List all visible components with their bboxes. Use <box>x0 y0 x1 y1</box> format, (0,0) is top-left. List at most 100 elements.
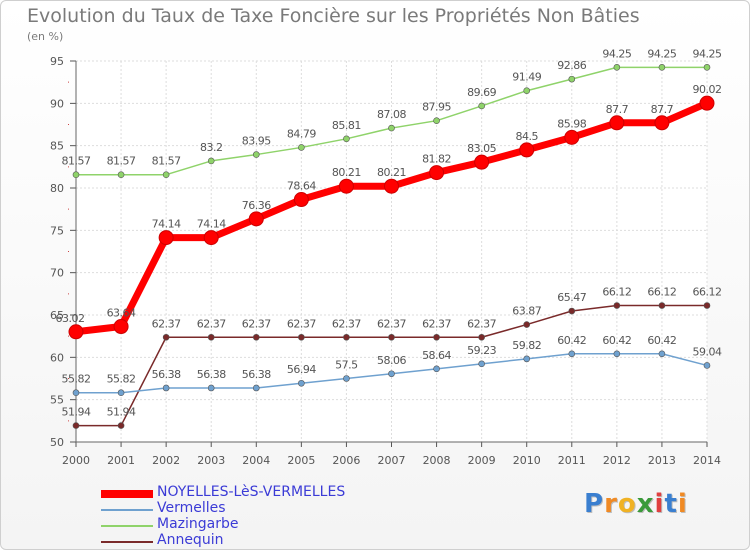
y-axis-unit: (en %) <box>27 30 64 43</box>
x-tick-label: 2006 <box>332 454 360 467</box>
data-point <box>162 333 170 341</box>
x-tick-label: 2005 <box>287 454 315 467</box>
data-label: 87.7 <box>651 103 674 116</box>
data-label: 55.82 <box>107 373 136 386</box>
data-label: 94.25 <box>602 47 631 60</box>
y-tick-label: 55 <box>50 394 64 407</box>
data-label: 83.2 <box>200 141 223 154</box>
data-label: 74.14 <box>152 218 181 231</box>
data-point <box>703 64 711 71</box>
data-point <box>699 95 715 111</box>
data-label: 85.98 <box>557 117 586 130</box>
logo-letter: P <box>584 489 605 519</box>
data-label: 85.81 <box>332 119 361 132</box>
data-label: 59.82 <box>512 339 541 352</box>
x-tick-label: 2007 <box>378 454 406 467</box>
x-tick-label: 2001 <box>107 454 135 467</box>
data-label: 56.94 <box>287 363 316 376</box>
data-point <box>117 422 125 429</box>
data-point <box>703 302 711 309</box>
x-tick-label: 2009 <box>468 454 496 467</box>
data-label: 87.7 <box>606 103 629 116</box>
data-point <box>703 362 711 369</box>
x-tick-label: 2004 <box>242 454 270 467</box>
x-tick-label: 2014 <box>693 454 721 467</box>
data-point <box>203 230 219 246</box>
data-label: 92.86 <box>557 59 586 72</box>
logo-letter: i <box>677 489 688 519</box>
data-label: 90.02 <box>693 83 722 96</box>
data-point <box>293 192 309 208</box>
x-tick-label: 2010 <box>513 454 541 467</box>
data-point <box>433 365 440 373</box>
data-point <box>298 379 305 387</box>
data-label: 62.37 <box>467 317 496 330</box>
data-point <box>613 302 621 309</box>
x-tick-label: 2013 <box>648 454 676 467</box>
data-point <box>252 333 260 341</box>
y-tick-label: 60 <box>50 351 64 364</box>
y-tick-label: 65 <box>50 309 64 322</box>
data-label: 84.79 <box>287 127 316 140</box>
data-label: 94.25 <box>693 47 722 60</box>
data-label: 89.69 <box>467 86 496 99</box>
logo-letter: x <box>636 489 655 519</box>
data-point <box>343 375 350 382</box>
y-tick-label: 70 <box>50 267 64 280</box>
data-label: 51.94 <box>107 406 136 419</box>
data-label: 62.37 <box>152 317 181 330</box>
data-point <box>654 115 670 131</box>
data-label: 56.38 <box>152 368 181 381</box>
y-tick-label: 90 <box>50 97 64 110</box>
data-point <box>474 154 490 170</box>
data-point <box>384 178 399 194</box>
data-point <box>433 333 440 341</box>
data-point <box>433 117 440 124</box>
legend-swatch <box>101 490 153 498</box>
data-point <box>388 333 395 341</box>
x-tick-label: 2011 <box>558 454 586 467</box>
data-label: 74.14 <box>197 218 226 231</box>
logo-letter: o <box>617 489 637 519</box>
data-label: 66.12 <box>602 286 631 299</box>
data-point <box>523 87 531 95</box>
data-label: 60.42 <box>647 334 676 347</box>
data-point <box>298 144 305 151</box>
data-point <box>568 75 576 83</box>
data-label: 83.95 <box>242 135 271 148</box>
data-point <box>568 307 576 315</box>
data-point <box>117 389 125 397</box>
legend-swatch <box>101 525 153 527</box>
data-label: 60.42 <box>602 334 631 347</box>
data-point <box>478 360 485 368</box>
legend-label: NOYELLES-LèS-VERMELLES <box>157 484 346 500</box>
data-point <box>523 321 531 328</box>
data-point <box>298 333 305 341</box>
data-point <box>568 350 576 358</box>
data-label: 81.57 <box>62 155 91 168</box>
data-label: 80.21 <box>332 166 361 179</box>
data-label: 59.04 <box>693 345 722 358</box>
data-label: 59.23 <box>467 344 496 357</box>
x-tick-label: 2012 <box>603 454 631 467</box>
data-point <box>162 384 170 392</box>
data-point <box>207 333 215 341</box>
data-point <box>478 102 485 110</box>
y-tick-label: 80 <box>50 182 64 195</box>
legend-swatch <box>101 509 153 511</box>
data-point <box>252 384 260 392</box>
data-point <box>113 319 129 335</box>
chart-title: Evolution du Taux de Taxe Foncière sur l… <box>27 5 640 27</box>
data-label: 63.64 <box>107 307 136 320</box>
logo-letter: i <box>654 489 665 519</box>
data-label: 58.06 <box>377 354 406 367</box>
data-label: 63.02 <box>56 312 85 325</box>
x-tick-label: 2003 <box>197 454 225 467</box>
data-point <box>523 355 531 363</box>
data-label: 66.12 <box>647 286 676 299</box>
data-label: 60.42 <box>557 334 586 347</box>
data-point <box>613 64 621 71</box>
data-point <box>162 171 170 179</box>
